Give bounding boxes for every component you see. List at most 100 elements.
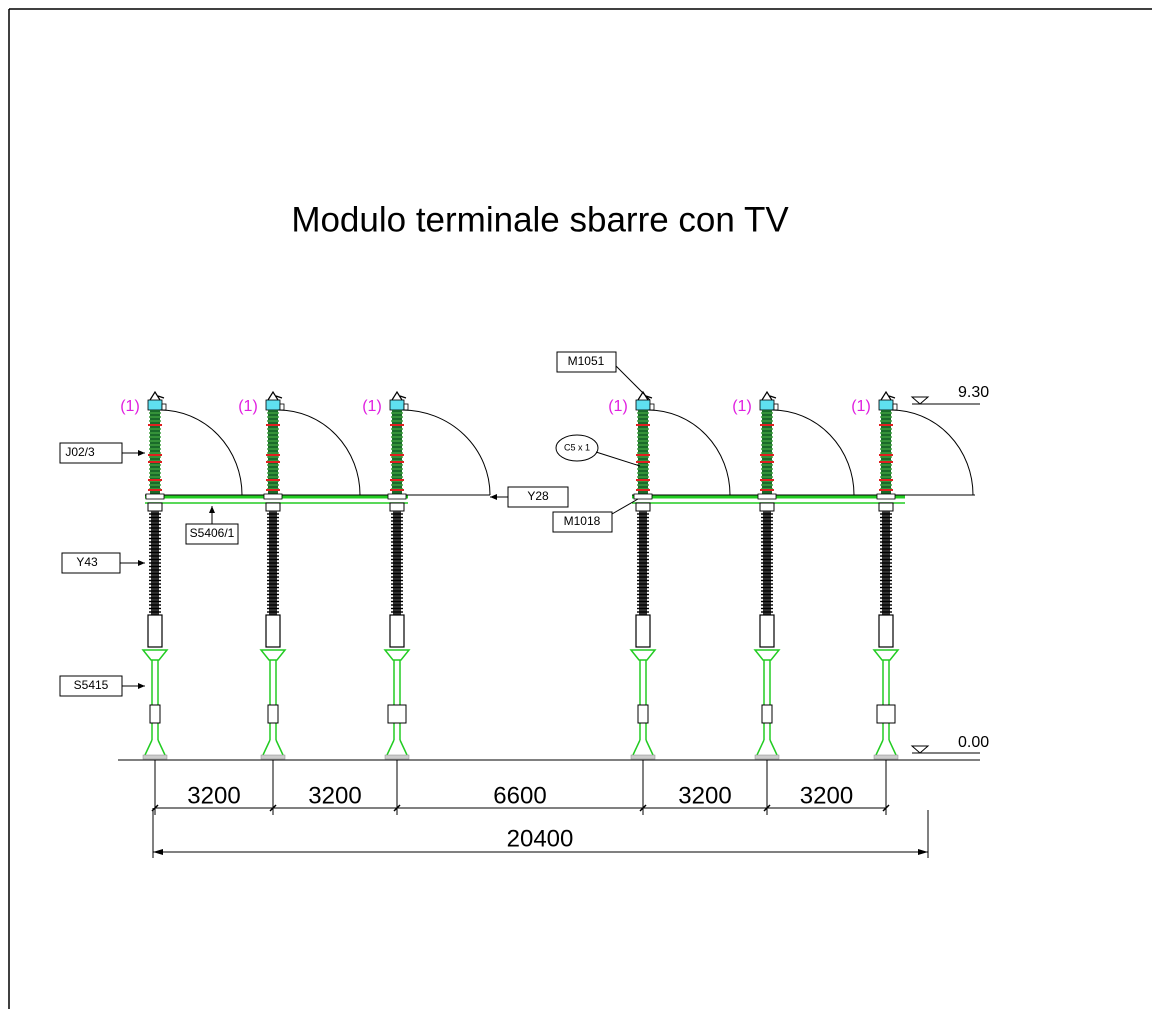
arrowhead xyxy=(138,560,145,566)
base-plate xyxy=(263,493,283,500)
label: S5415 xyxy=(74,678,109,692)
lower-block xyxy=(147,614,163,648)
terminal xyxy=(649,403,655,411)
foot-plate xyxy=(873,754,899,760)
dimension-tick xyxy=(763,804,771,812)
support-foot xyxy=(756,739,778,756)
label: M1018 xyxy=(564,514,601,528)
arrowhead xyxy=(138,683,145,689)
support-foot xyxy=(875,739,897,756)
terminal xyxy=(161,403,167,411)
base-plate xyxy=(633,493,653,500)
terminal xyxy=(892,403,898,411)
column-mark: (1) xyxy=(238,398,258,415)
level-triangle xyxy=(910,745,930,754)
arc xyxy=(771,409,855,496)
support-top xyxy=(259,649,287,661)
lower-block xyxy=(265,614,281,648)
head xyxy=(635,399,651,411)
dimension-segment: 3200 xyxy=(187,782,240,809)
lower-cap xyxy=(265,502,281,512)
head-top xyxy=(637,390,653,401)
lower-cap xyxy=(147,502,163,512)
label-ellipse xyxy=(555,434,599,462)
arc xyxy=(890,409,974,496)
lower-cap xyxy=(389,502,405,512)
support-top xyxy=(141,649,169,661)
support-top xyxy=(383,649,411,661)
arc xyxy=(401,409,491,496)
upper-insulator xyxy=(268,410,278,494)
head xyxy=(878,399,894,411)
box-mount xyxy=(761,704,773,724)
label: S5406/1 xyxy=(190,526,235,540)
lower-block xyxy=(389,614,405,648)
level-triangle xyxy=(910,396,930,405)
upper-insulator xyxy=(392,410,402,494)
dimension-tick xyxy=(151,804,159,812)
support-top xyxy=(629,649,657,661)
level-ground: 0.00 xyxy=(958,734,989,751)
foot-plate xyxy=(630,754,656,760)
foot-plate xyxy=(260,754,286,760)
arc xyxy=(647,409,731,496)
terminal xyxy=(403,403,409,411)
box-mount xyxy=(149,704,161,724)
arrowhead xyxy=(138,450,145,456)
lower-block xyxy=(878,614,894,648)
arrowhead xyxy=(490,494,497,500)
foot-plate xyxy=(142,754,168,760)
foot-plate xyxy=(754,754,780,760)
box-mount xyxy=(267,704,279,724)
support-foot xyxy=(386,739,408,756)
base-plate xyxy=(757,493,777,500)
dimension-tick xyxy=(269,804,277,812)
upper-insulator xyxy=(638,410,648,494)
arc xyxy=(159,409,243,496)
terminal xyxy=(773,403,779,411)
support-top xyxy=(753,649,781,661)
head-top xyxy=(880,390,896,401)
dimension-segment: 6600 xyxy=(493,782,546,809)
column-mark: (1) xyxy=(362,398,382,415)
base-plate xyxy=(145,493,165,500)
support-foot xyxy=(632,739,654,756)
level-top: 9.30 xyxy=(958,384,989,401)
head xyxy=(389,399,405,411)
head-top xyxy=(391,390,407,401)
label-box xyxy=(556,351,617,373)
label: Y28 xyxy=(527,489,549,503)
lower-block xyxy=(635,614,651,648)
column-mark: (1) xyxy=(732,398,752,415)
box-mount xyxy=(876,704,896,724)
base-plate xyxy=(387,493,407,500)
lower-block xyxy=(759,614,775,648)
support-foot xyxy=(144,739,166,756)
upper-insulator xyxy=(150,410,160,494)
label: Y43 xyxy=(76,555,98,569)
head-top xyxy=(267,390,283,401)
lower-cap xyxy=(878,502,894,512)
column-mark: (1) xyxy=(608,398,628,415)
dimension-tick xyxy=(639,804,647,812)
lower-cap xyxy=(759,502,775,512)
head-top xyxy=(761,390,777,401)
dimension-segment: 3200 xyxy=(308,782,361,809)
box-mount xyxy=(637,704,649,724)
dimension-segment: 3200 xyxy=(800,782,853,809)
box-mount xyxy=(387,704,407,724)
arrowhead xyxy=(209,506,215,513)
arc xyxy=(277,409,361,496)
dimension-tick xyxy=(393,804,401,812)
foot-plate xyxy=(384,754,410,760)
label: C5 x 1 xyxy=(564,442,590,452)
label: J02/3 xyxy=(65,445,95,459)
support-foot xyxy=(262,739,284,756)
terminal xyxy=(279,403,285,411)
base-plate xyxy=(876,493,896,500)
head xyxy=(147,399,163,411)
dimension-total: 20400 xyxy=(507,825,574,852)
support-top xyxy=(872,649,900,661)
head xyxy=(759,399,775,411)
